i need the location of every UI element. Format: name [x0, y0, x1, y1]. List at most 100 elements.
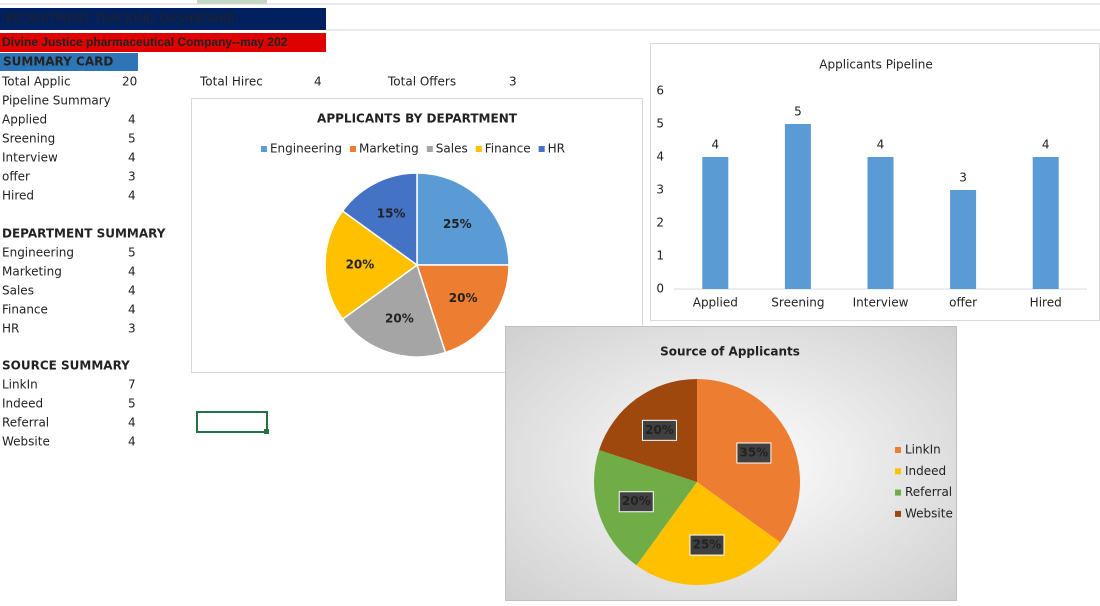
legend-swatch — [475, 146, 482, 152]
row-value: 4 — [128, 189, 136, 203]
legend-label: Marketing — [359, 142, 419, 156]
column-header — [197, 0, 267, 4]
pie-slice — [415, 264, 510, 354]
data-label: 35% — [740, 446, 769, 460]
x-tick-label: Interview — [853, 296, 909, 310]
row-label: Sreening — [2, 132, 55, 146]
legend-swatch — [895, 447, 901, 453]
dashboard-title: RECRUITMENT TRACKING DASHBOARD — [4, 12, 236, 26]
legend-swatch — [895, 468, 901, 475]
dashboard-subtitle: Divine Justice pharmaceutical Company--m… — [2, 35, 288, 49]
pie-slice — [416, 172, 510, 266]
x-tick-label: Sreening — [771, 296, 824, 310]
legend-label: Finance — [485, 142, 531, 156]
total-label: Total Offers — [387, 75, 456, 89]
row-value: 4 — [128, 303, 136, 317]
data-label: 20% — [385, 312, 414, 326]
row-label: Sales — [2, 284, 34, 298]
bar — [702, 157, 729, 289]
bar — [784, 124, 811, 289]
chart-title: APPLICANTS BY DEPARTMENT — [317, 112, 518, 126]
row-label: Website — [2, 435, 50, 449]
data-label-box — [736, 442, 772, 464]
y-tick-label: 1 — [656, 249, 664, 263]
legend-label: Engineering — [270, 142, 342, 156]
row-label: Engineering — [2, 246, 74, 260]
row-label: offer — [2, 170, 30, 184]
y-tick-label: 3 — [656, 183, 664, 197]
row-value: 5 — [128, 397, 136, 411]
y-tick-label: 4 — [656, 150, 664, 164]
fill-handle[interactable] — [264, 429, 269, 434]
row-label: LinkIn — [2, 378, 38, 392]
legend-swatch — [349, 146, 356, 152]
legend-label: HR — [548, 142, 565, 156]
row-value: 7 — [128, 378, 136, 392]
row-value: 4 — [128, 284, 136, 298]
pie-slice — [636, 482, 781, 585]
legend-swatch — [895, 489, 901, 496]
data-label: 3 — [959, 171, 967, 185]
total-value: 3 — [509, 75, 517, 89]
legend-swatch — [426, 146, 433, 152]
y-tick-label: 0 — [656, 282, 664, 296]
bar — [1032, 157, 1059, 289]
row-label: Indeed — [2, 397, 43, 411]
bar — [867, 157, 894, 289]
selected-cell[interactable] — [196, 411, 268, 433]
data-label: 20% — [622, 494, 651, 508]
total-label: Total Hirec — [199, 75, 263, 89]
section-heading: SOURCE SUMMARY — [2, 359, 130, 373]
section-heading: Pipeline Summary — [2, 94, 111, 108]
chart-title: Applicants Pipeline — [819, 58, 932, 72]
x-tick-label: Hired — [1030, 296, 1062, 310]
subtitle-bar — [0, 33, 326, 52]
legend-label: Sales — [436, 142, 468, 156]
row-value: 3 — [128, 322, 136, 336]
chart-title: Source of Applicants — [660, 345, 800, 359]
data-label: 20% — [346, 258, 375, 272]
legend-label: Referral — [905, 485, 952, 499]
y-tick-label: 2 — [656, 216, 664, 230]
row-label: Marketing — [2, 265, 62, 279]
data-label: 5 — [794, 105, 802, 119]
total-label: Total Applic — [1, 75, 71, 89]
row-label: Hired — [2, 189, 34, 203]
row-label: Interview — [2, 151, 58, 165]
data-label: 25% — [443, 217, 472, 231]
data-label: 20% — [449, 291, 478, 305]
row-label: Finance — [2, 303, 48, 317]
data-label-box — [641, 419, 677, 441]
summary-header: SUMMARY CARD — [3, 55, 113, 69]
total-value: 4 — [314, 75, 322, 89]
pie-slice — [324, 209, 419, 321]
y-tick-label: 6 — [656, 84, 664, 98]
data-label: 20% — [645, 423, 674, 437]
row-value: 4 — [128, 265, 136, 279]
x-tick-label: Applied — [693, 296, 738, 310]
row-value: 3 — [128, 170, 136, 184]
legend-label: Indeed — [905, 464, 946, 478]
legend-label: LinkIn — [905, 443, 941, 457]
summary-header-bar — [0, 53, 138, 71]
row-value: 5 — [128, 246, 136, 260]
pie-slice — [341, 263, 447, 358]
row-label: Applied — [2, 113, 47, 127]
title-bar — [0, 8, 326, 30]
data-label: 15% — [377, 207, 406, 221]
row-label: Referral — [2, 416, 49, 430]
data-label: 4 — [877, 138, 885, 152]
row-value: 4 — [128, 113, 136, 127]
row-value: 4 — [128, 435, 136, 449]
row-value: 4 — [128, 416, 136, 430]
data-label: 25% — [693, 538, 722, 552]
row-label: HR — [2, 322, 19, 336]
data-label: 4 — [1042, 138, 1050, 152]
data-label-box — [689, 534, 725, 556]
legend-label: Website — [905, 506, 953, 520]
pie-slice — [341, 172, 418, 267]
legend-swatch — [538, 146, 545, 152]
legend-swatch — [895, 510, 901, 517]
legend-swatch — [260, 146, 267, 152]
